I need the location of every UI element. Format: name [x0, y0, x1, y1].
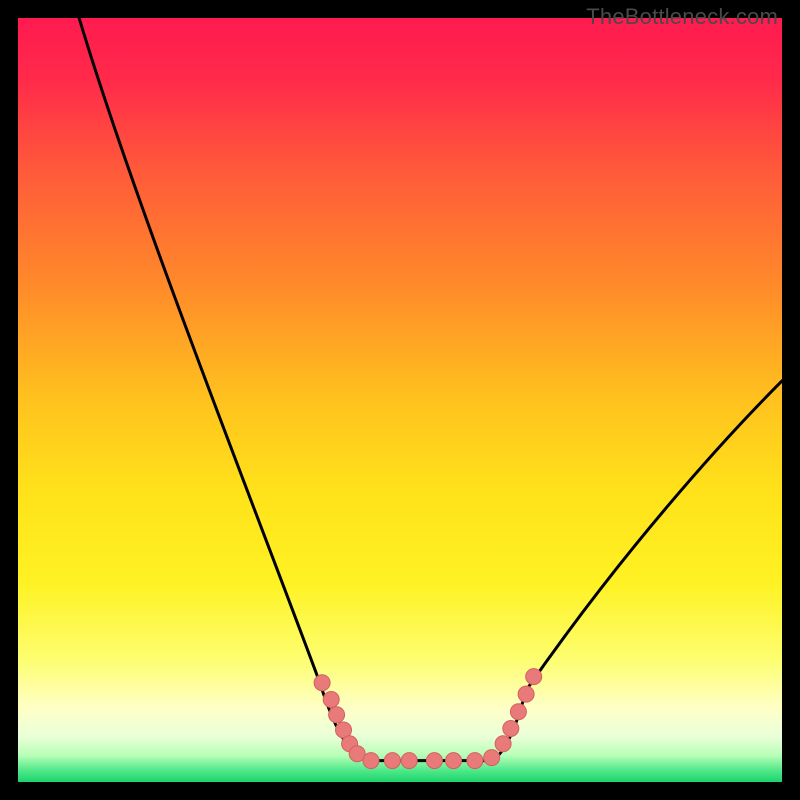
data-marker	[426, 753, 442, 769]
marker-group	[314, 669, 542, 769]
data-marker	[363, 753, 379, 769]
data-marker	[323, 692, 339, 708]
plot-area	[18, 18, 782, 782]
chart-outer: TheBottleneck.com	[0, 0, 800, 800]
data-marker	[495, 736, 511, 752]
data-marker	[503, 721, 519, 737]
data-marker	[526, 669, 542, 685]
data-marker	[510, 704, 526, 720]
curve-layer	[18, 18, 782, 782]
data-marker	[446, 753, 462, 769]
data-marker	[314, 675, 330, 691]
data-marker	[484, 750, 500, 766]
bottleneck-curve	[79, 18, 782, 761]
data-marker	[401, 753, 417, 769]
data-marker	[329, 707, 345, 723]
data-marker	[518, 686, 534, 702]
data-marker	[384, 753, 400, 769]
watermark-text: TheBottleneck.com	[586, 4, 778, 30]
data-marker	[467, 753, 483, 769]
